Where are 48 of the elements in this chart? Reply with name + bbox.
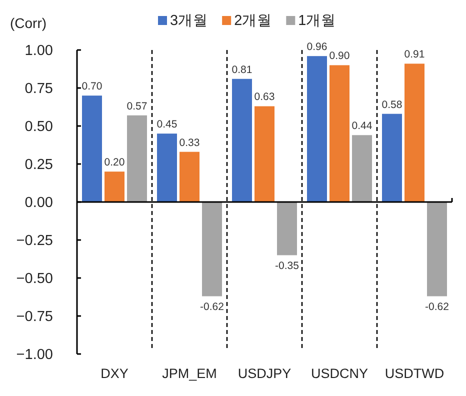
- data-label: 0.57: [126, 100, 148, 112]
- data-label: 0.70: [82, 80, 102, 93]
- bar: [127, 115, 147, 202]
- legend-label: 2개월: [234, 13, 272, 29]
- data-label: 0.45: [156, 118, 178, 131]
- y-axis-title: (Corr): [10, 15, 47, 31]
- y-tick-label: −1.00: [16, 347, 53, 363]
- y-tick-label: 0.25: [24, 157, 53, 173]
- bar: [180, 152, 200, 202]
- x-tick-label: JPM_EM: [162, 366, 217, 381]
- bar: [404, 64, 424, 202]
- data-label: 0.33: [179, 136, 200, 149]
- data-label: -0.62: [425, 301, 450, 314]
- bar: [82, 96, 102, 202]
- bar: [330, 65, 350, 202]
- bar: [104, 172, 124, 202]
- y-tick-label: −0.25: [16, 233, 53, 249]
- bar: [232, 78, 252, 202]
- bar: [427, 202, 447, 296]
- data-label: 0.63: [254, 91, 275, 104]
- data-label: 0.58: [382, 98, 402, 111]
- data-label: 0.91: [404, 48, 425, 61]
- data-label: 0.90: [329, 50, 350, 62]
- x-tick-label: USDJPY: [238, 366, 292, 381]
- data-label: 0.96: [306, 41, 328, 54]
- data-label: 0.81: [232, 64, 252, 76]
- bar: [254, 106, 274, 202]
- bar: [307, 56, 327, 202]
- x-tick-label: USDCNY: [310, 366, 368, 381]
- y-tick-label: −0.75: [16, 309, 53, 325]
- y-tick-label: 1.00: [24, 43, 53, 59]
- y-tick-label: −0.50: [16, 271, 53, 287]
- y-tick-label: 0.75: [24, 81, 53, 97]
- data-label: 0.20: [104, 156, 125, 169]
- x-tick-label: DXY: [100, 366, 128, 381]
- legend-label: 1개월: [298, 13, 336, 29]
- data-label: -0.35: [275, 260, 300, 272]
- legend-label: 3개월: [170, 13, 208, 29]
- bar: [157, 134, 177, 202]
- bar: [202, 202, 222, 296]
- data-label: -0.62: [200, 301, 224, 314]
- bar: [277, 202, 297, 256]
- bar: [382, 114, 402, 202]
- x-tick-label: USDTWD: [384, 366, 444, 381]
- y-tick-label: 0.50: [24, 119, 53, 135]
- data-label: 0.44: [352, 120, 372, 132]
- bar: [352, 135, 372, 202]
- y-tick-label: 0.00: [24, 195, 53, 211]
